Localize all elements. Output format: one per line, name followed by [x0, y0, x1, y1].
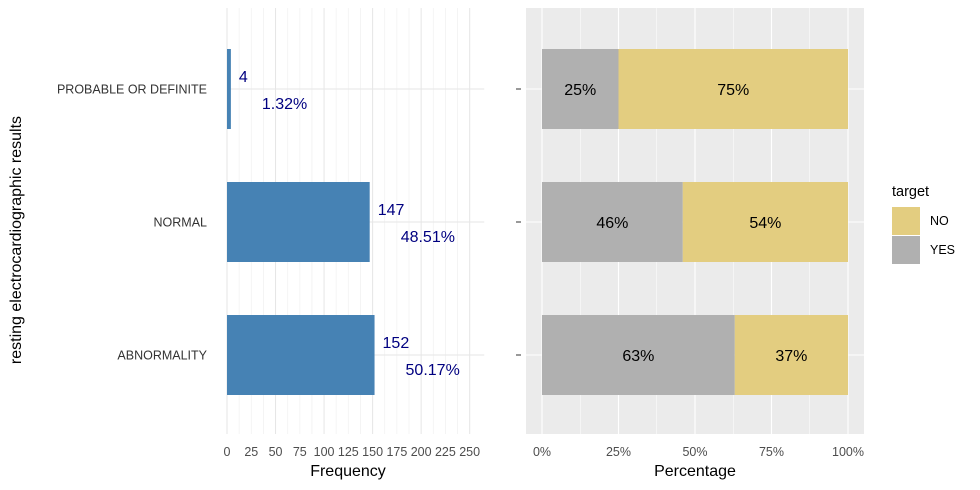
left-x-tick-label: 225 [435, 445, 456, 459]
yes-segment [542, 182, 683, 262]
yes-segment [542, 315, 735, 395]
percent-label: 1.32% [262, 96, 307, 113]
count-label: 4 [239, 69, 248, 86]
yes-segment [542, 49, 619, 129]
percent-label: 48.51% [401, 229, 455, 246]
left-x-tick-label: 125 [338, 445, 359, 459]
yes-percent-label: 63% [622, 348, 654, 365]
right-segment-labels: 25% 75% 46% 54% 63% 37% [564, 82, 807, 365]
right-x-tick-label: 0% [533, 445, 551, 459]
count-label: 147 [378, 202, 405, 219]
legend-title: target [892, 184, 929, 200]
left-x-tick-label: 175 [386, 445, 407, 459]
left-category-labels: PROBABLE OR DEFINITE NORMAL ABNORMALITY [57, 83, 208, 363]
count-label: 152 [383, 335, 410, 352]
legend-label-yes: YES [930, 243, 955, 257]
no-percent-label: 54% [749, 215, 781, 232]
left-annotations: 4 1.32% 147 48.51% 152 50.17% [239, 69, 460, 379]
no-segment [734, 315, 848, 395]
yes-percent-label: 25% [564, 82, 596, 99]
left-x-tick-label: 50 [269, 445, 283, 459]
legend-swatch-yes [892, 236, 920, 264]
no-segment [618, 49, 848, 129]
right-x-tick-label: 50% [682, 445, 707, 459]
left-bar [227, 182, 370, 262]
no-percent-label: 75% [717, 82, 749, 99]
category-label: PROBABLE OR DEFINITE [57, 83, 207, 97]
legend-swatch-no [892, 207, 920, 235]
right-y-ticks [516, 88, 521, 356]
left-x-tick-label: 0 [224, 445, 231, 459]
left-bar [227, 49, 231, 129]
right-x-tick-label: 75% [759, 445, 784, 459]
right-x-tick-label: 100% [832, 445, 864, 459]
left-x-tick-labels: 0 25 50 75 100 125 150 175 200 225 250 [224, 445, 481, 459]
left-x-axis-title: Frequency [310, 463, 386, 480]
left-x-tick-label: 250 [459, 445, 480, 459]
left-bars [227, 49, 375, 395]
right-bars [542, 49, 848, 395]
left-x-tick-label: 25 [244, 445, 258, 459]
category-label: ABNORMALITY [117, 349, 207, 363]
left-bar [227, 315, 375, 395]
right-x-tick-label: 25% [606, 445, 631, 459]
category-label: NORMAL [154, 216, 208, 230]
left-y-axis-title: resting electrocardiographic results [8, 116, 25, 364]
yes-percent-label: 46% [596, 215, 628, 232]
percent-label: 50.17% [406, 362, 460, 379]
no-percent-label: 37% [775, 348, 807, 365]
left-x-tick-label: 100 [314, 445, 335, 459]
right-x-tick-labels: 0% 25% 50% 75% 100% [533, 445, 864, 459]
legend-label-no: NO [930, 214, 949, 228]
left-gridlines [226, 8, 485, 434]
no-segment [682, 182, 848, 262]
legend: target NO YES [892, 184, 955, 264]
left-x-tick-label: 200 [411, 445, 432, 459]
left-x-tick-label: 150 [362, 445, 383, 459]
right-x-axis-title: Percentage [654, 463, 736, 480]
left-x-tick-label: 75 [293, 445, 307, 459]
